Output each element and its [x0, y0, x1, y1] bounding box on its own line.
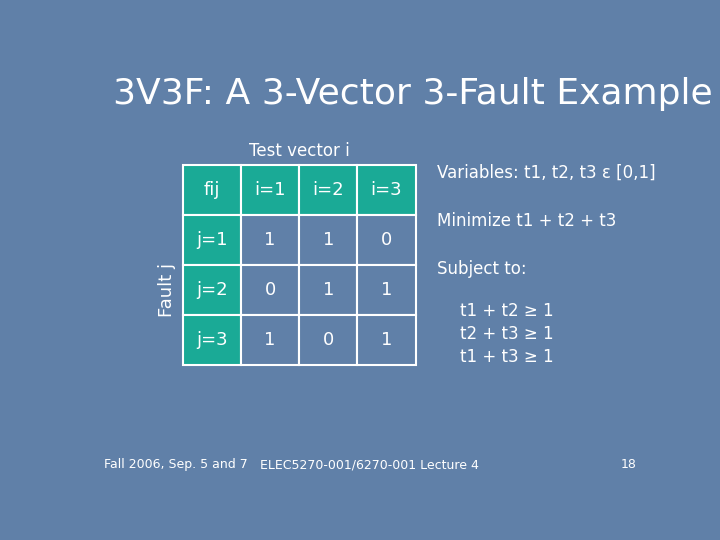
Text: Minimize t1 + t2 + t3: Minimize t1 + t2 + t3 [437, 212, 616, 230]
Bar [357, 215, 415, 265]
Text: 1: 1 [323, 231, 334, 249]
Text: j=1: j=1 [197, 231, 228, 249]
Text: 0: 0 [264, 281, 276, 299]
Bar [357, 165, 415, 215]
Text: i=1: i=1 [254, 181, 286, 199]
Bar [183, 265, 241, 315]
Bar [357, 315, 415, 365]
Text: 1: 1 [264, 331, 276, 349]
Text: j=3: j=3 [197, 331, 228, 349]
Text: t2 + t3 ≥ 1: t2 + t3 ≥ 1 [461, 325, 554, 343]
Text: Variables: t1, t2, t3 ε [0,1]: Variables: t1, t2, t3 ε [0,1] [437, 164, 656, 181]
Text: i=2: i=2 [312, 181, 344, 199]
Bar [183, 315, 241, 365]
Text: Subject to:: Subject to: [437, 260, 527, 278]
Bar [300, 215, 357, 265]
Text: t1 + t3 ≥ 1: t1 + t3 ≥ 1 [461, 348, 554, 367]
Text: Test vector i: Test vector i [249, 142, 350, 160]
Text: 1: 1 [381, 281, 392, 299]
Text: 1: 1 [381, 331, 392, 349]
Text: 0: 0 [323, 331, 334, 349]
Bar [241, 265, 300, 315]
Text: Fault j: Fault j [158, 263, 176, 317]
Text: ELEC5270-001/6270-001 Lecture 4: ELEC5270-001/6270-001 Lecture 4 [260, 458, 478, 471]
Bar [183, 215, 241, 265]
Bar [300, 165, 357, 215]
Text: j=2: j=2 [197, 281, 228, 299]
Text: Fall 2006, Sep. 5 and 7: Fall 2006, Sep. 5 and 7 [104, 458, 248, 471]
Text: 3V3F: A 3-Vector 3-Fault Example: 3V3F: A 3-Vector 3-Fault Example [113, 77, 713, 111]
Text: fij: fij [204, 181, 220, 199]
Text: 18: 18 [621, 458, 636, 471]
Bar [183, 165, 241, 215]
Bar [241, 315, 300, 365]
Bar [300, 315, 357, 365]
Bar [300, 265, 357, 315]
Text: i=3: i=3 [371, 181, 402, 199]
Bar [241, 165, 300, 215]
Text: 0: 0 [381, 231, 392, 249]
Text: 1: 1 [323, 281, 334, 299]
Bar [357, 265, 415, 315]
Text: t1 + t2 ≥ 1: t1 + t2 ≥ 1 [461, 302, 554, 320]
Text: 1: 1 [264, 231, 276, 249]
Bar [241, 215, 300, 265]
